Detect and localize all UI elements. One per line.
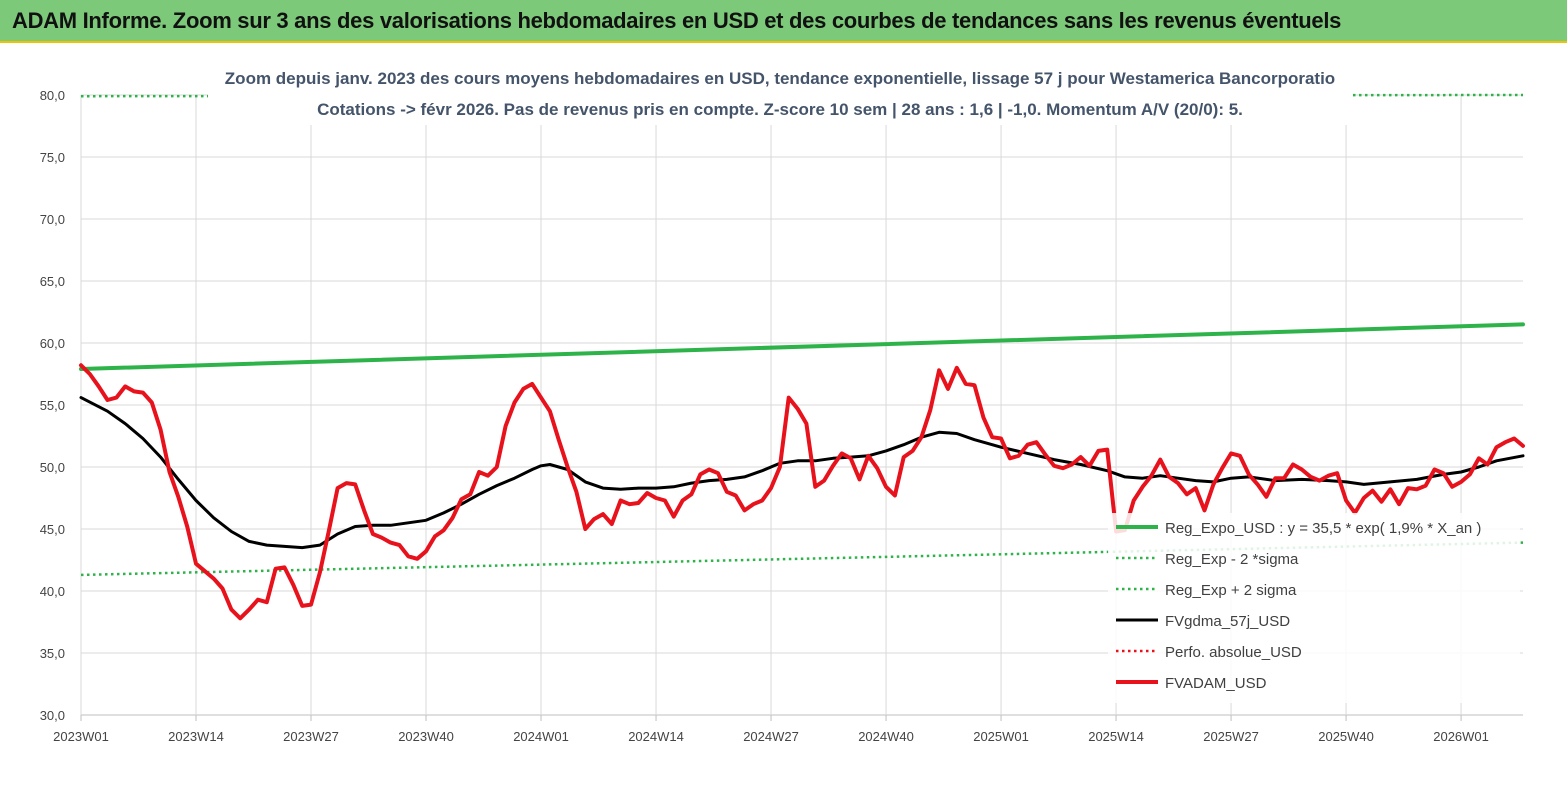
y-tick-label: 65,0	[40, 274, 65, 289]
legend-backdrop	[1108, 513, 1520, 703]
report-title: ADAM Informe. Zoom sur 3 ans des valoris…	[12, 8, 1342, 33]
y-tick-label: 45,0	[40, 522, 65, 537]
legend-label: Reg_Exp - 2 *sigma	[1165, 551, 1299, 568]
x-tick-label: 2025W40	[1318, 729, 1374, 744]
y-tick-label: 70,0	[40, 212, 65, 227]
y-tick-label: 35,0	[40, 646, 65, 661]
chart-title: Zoom depuis janv. 2023 des cours moyens …	[225, 69, 1335, 88]
legend-label: Perfo. absolue_USD	[1165, 644, 1302, 661]
x-tick-label: 2025W27	[1203, 729, 1259, 744]
x-tick-label: 2024W27	[743, 729, 799, 744]
x-tick-label: 2026W01	[1433, 729, 1489, 744]
y-tick-label: 50,0	[40, 460, 65, 475]
x-tick-label: 2025W14	[1088, 729, 1144, 744]
series-line-0	[79, 322, 1525, 371]
series-line-5	[79, 363, 1525, 621]
report-banner: ADAM Informe. Zoom sur 3 ans des valoris…	[0, 0, 1567, 43]
chart-subtitle: Cotations -> févr 2026. Pas de revenus p…	[317, 100, 1243, 119]
y-tick-label: 40,0	[40, 584, 65, 599]
legend-label: Reg_Exp + 2 sigma	[1165, 582, 1297, 599]
x-tick-label: 2023W40	[398, 729, 454, 744]
y-tick-label: 60,0	[40, 336, 65, 351]
y-tick-label: 30,0	[40, 708, 65, 723]
legend-label: FVgdma_57j_USD	[1165, 613, 1290, 630]
x-axis: 2023W01 2023W14 2023W27 2023W40 2024W01 2024W…	[53, 715, 1489, 744]
legend-label: FVADAM_USD	[1165, 675, 1267, 692]
x-tick-label: 2023W01	[53, 729, 109, 744]
x-tick-label: 2024W14	[628, 729, 684, 744]
x-tick-label: 2023W14	[168, 729, 224, 744]
series-line-3	[79, 396, 1525, 550]
y-tick-label: 75,0	[40, 150, 65, 165]
x-tick-label: 2025W01	[973, 729, 1029, 744]
y-tick-label: 55,0	[40, 398, 65, 413]
title-backdrop	[208, 59, 1353, 125]
x-tick-label: 2024W01	[513, 729, 569, 744]
chart-legend: Reg_Expo_USD : y = 35,5 * exp( 1,9% * X_…	[1108, 513, 1520, 703]
y-tick-label: 80,0	[40, 88, 65, 103]
x-tick-label: 2024W40	[858, 729, 914, 744]
y-axis: 30,0 35,0 40,0 45,0 50,0 55,0 60,0 65,0 70,0 75,0…	[40, 88, 65, 723]
x-tick-label: 2023W27	[283, 729, 339, 744]
legend-label: Reg_Expo_USD : y = 35,5 * exp( 1,9% * X_…	[1165, 520, 1481, 537]
trend-line-chart: 30,0 35,0 40,0 45,0 50,0 55,0 60,0 65,0 70,0 75,0…	[0, 43, 1567, 792]
